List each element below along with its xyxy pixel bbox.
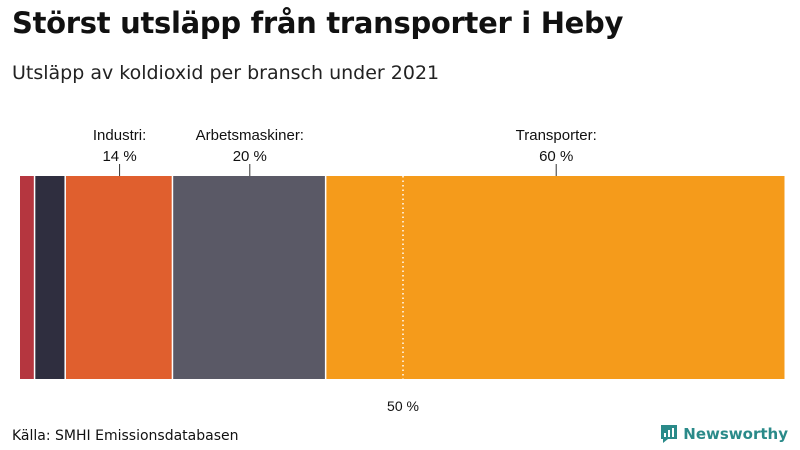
segment-value-label-arbetsmaskiner: 20 % <box>233 148 267 165</box>
segment-value-label-transporter: 60 % <box>539 148 573 165</box>
brand-logo[interactable]: Newsworthy <box>660 424 788 444</box>
bar-segment-industri <box>65 176 172 379</box>
bar-segment-unlabeled-1 <box>35 176 65 379</box>
segment-label-arbetsmaskiner: Arbetsmaskiner: <box>196 127 304 144</box>
newsworthy-logo-icon <box>660 424 678 444</box>
bar-segment-unlabeled-0 <box>20 176 34 379</box>
bar-segment-transporter <box>326 176 785 379</box>
chart-subtitle: Utsläpp av koldioxid per bransch under 2… <box>12 62 440 84</box>
segment-label-transporter: Transporter: <box>516 127 597 144</box>
stacked-bar-chart: Industri: 14 % Arbetsmaskiner: 20 % Transpor… <box>20 127 785 414</box>
segment-label-industri: Industri: <box>93 127 146 144</box>
segment-value-label-industri: 14 % <box>102 148 136 165</box>
bar-segment-arbetsmaskiner <box>173 176 325 379</box>
chart-title: Störst utsläpp från transporter i Heby <box>12 6 624 40</box>
reference-line-label: 50 % <box>387 398 419 414</box>
source-note: Källa: SMHI Emissionsdatabasen <box>12 428 239 444</box>
brand-name: Newsworthy <box>683 425 788 443</box>
